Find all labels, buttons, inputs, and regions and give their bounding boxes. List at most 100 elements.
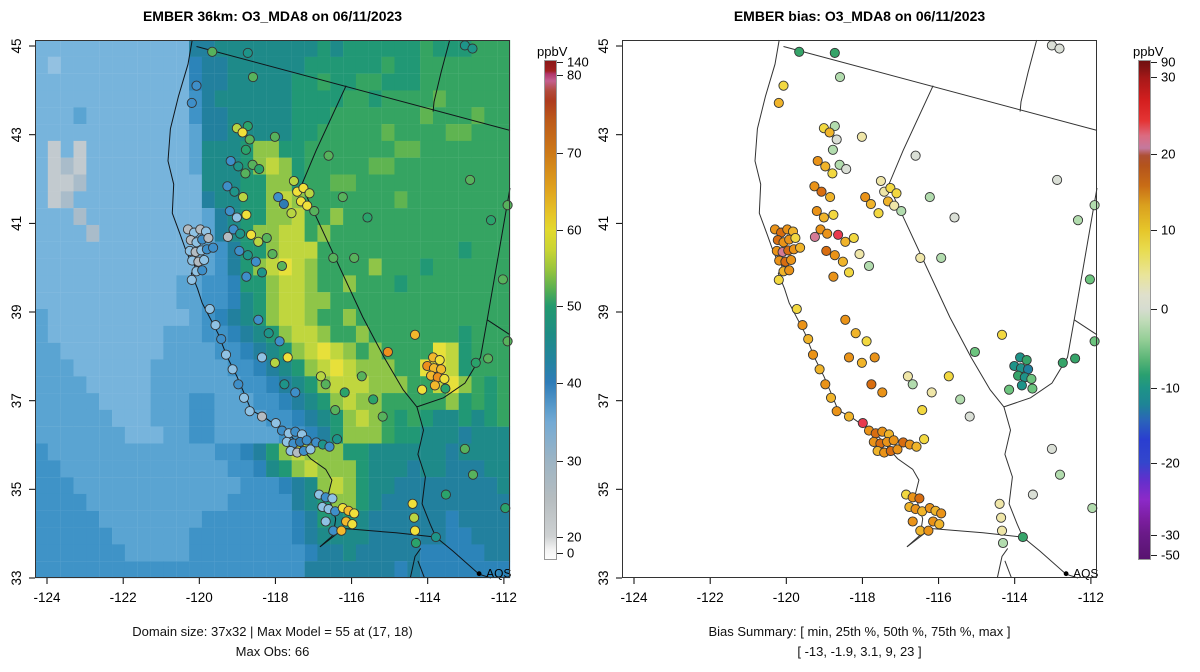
station-marker xyxy=(821,245,832,256)
x-tick-label: -124 xyxy=(620,590,648,605)
station-marker xyxy=(270,418,281,429)
colorbar-tick xyxy=(1151,154,1157,155)
station-marker xyxy=(337,192,348,203)
station-marker xyxy=(917,405,928,416)
station-marker xyxy=(229,186,240,197)
station-marker xyxy=(241,209,252,220)
station-marker xyxy=(865,199,876,210)
colorbar-tick-label: -50 xyxy=(1161,547,1180,563)
station-marker xyxy=(969,346,980,358)
station-marker xyxy=(924,192,935,203)
outline-or_id xyxy=(432,39,451,112)
y-tick-label: 45 xyxy=(9,38,24,53)
station-marker xyxy=(997,537,1009,549)
station-marker xyxy=(276,260,288,272)
station-marker xyxy=(773,97,784,108)
station-marker xyxy=(833,229,844,240)
station-marker xyxy=(1054,469,1066,480)
station-marker xyxy=(220,349,232,360)
station-marker xyxy=(186,97,197,108)
station-marker xyxy=(417,384,428,395)
station-marker xyxy=(814,364,825,375)
station-marker xyxy=(816,186,827,197)
model-colorbar-unit-label: ppbV xyxy=(537,44,568,59)
station-marker xyxy=(791,303,802,315)
outline-baja_east xyxy=(417,560,425,579)
colorbar-tick-label: 40 xyxy=(567,375,582,391)
station-marker xyxy=(320,516,331,527)
outline-coast xyxy=(167,39,337,548)
x-tick-label: -120 xyxy=(186,590,213,605)
station-marker xyxy=(807,349,819,360)
station-marker xyxy=(825,392,837,403)
station-marker xyxy=(483,353,494,364)
station-marker xyxy=(778,80,789,91)
station-marker xyxy=(242,250,253,261)
outline-baja_west xyxy=(409,548,422,579)
x-tick-label: -120 xyxy=(773,590,800,605)
outline-nv_az xyxy=(1003,319,1075,408)
station-marker xyxy=(994,498,1005,509)
station-marker xyxy=(1070,353,1081,364)
station-marker xyxy=(820,161,831,172)
station-marker xyxy=(434,355,445,366)
station-marker xyxy=(315,371,326,382)
station-marker xyxy=(856,357,867,368)
station-marker xyxy=(305,444,316,455)
station-marker xyxy=(1026,373,1037,384)
station-marker xyxy=(332,434,343,445)
colorbar-tick-label: 80 xyxy=(567,67,582,83)
station-marker xyxy=(914,493,925,504)
model-colorbar-gradient xyxy=(544,60,557,560)
station-marker xyxy=(790,232,801,244)
x-tick-label: -118 xyxy=(262,590,288,605)
bias-colorbar-gradient xyxy=(1138,60,1151,560)
colorbar-tick xyxy=(1151,555,1157,556)
aqs-legend-label: AQS xyxy=(1073,567,1098,581)
station-marker xyxy=(841,164,852,175)
station-marker xyxy=(831,406,842,417)
station-marker xyxy=(269,131,280,142)
colorbar-tick xyxy=(1151,309,1157,310)
station-marker xyxy=(409,512,420,523)
station-marker xyxy=(407,498,418,509)
station-marker xyxy=(964,411,975,422)
station-marker xyxy=(377,411,388,422)
colorbar-tick-label: 90 xyxy=(1161,54,1176,70)
station-marker xyxy=(356,371,367,382)
y-tick-label: 33 xyxy=(9,570,24,585)
y-tick-label: 37 xyxy=(9,393,24,408)
station-marker xyxy=(324,441,335,452)
station-marker xyxy=(1072,215,1084,226)
station-marker xyxy=(286,208,297,219)
station-marker xyxy=(843,352,855,363)
station-marker xyxy=(907,379,918,390)
station-marker xyxy=(240,168,251,179)
outline-mexico xyxy=(906,527,1079,579)
station-marker xyxy=(256,411,268,422)
station-marker xyxy=(409,525,421,536)
colorbar-tick-label: 30 xyxy=(567,453,582,469)
y-tick-label: 37 xyxy=(596,393,611,408)
station-marker xyxy=(242,47,253,58)
station-marker xyxy=(996,525,1008,536)
x-tick-label: -112 xyxy=(1078,590,1104,605)
outline-ut_az xyxy=(486,319,511,336)
station-marker xyxy=(274,336,285,347)
colorbar-tick xyxy=(557,306,563,307)
station-marker xyxy=(279,379,290,390)
station-marker xyxy=(831,134,842,145)
station-marker xyxy=(256,352,268,363)
station-marker xyxy=(470,357,481,368)
station-marker xyxy=(1057,357,1068,368)
station-marker xyxy=(253,314,264,325)
station-marker xyxy=(829,250,840,261)
model-map-panel: AQS -124 -122 -120 -118 -116 -114 -112 45 43 41 39 3… xyxy=(9,38,517,605)
station-marker xyxy=(1052,174,1063,185)
station-marker xyxy=(231,212,242,223)
station-marker xyxy=(328,252,339,263)
station-marker xyxy=(820,379,831,390)
aqs-legend-label: AQS xyxy=(486,567,511,581)
station-marker xyxy=(1017,532,1028,543)
station-marker xyxy=(247,72,259,83)
